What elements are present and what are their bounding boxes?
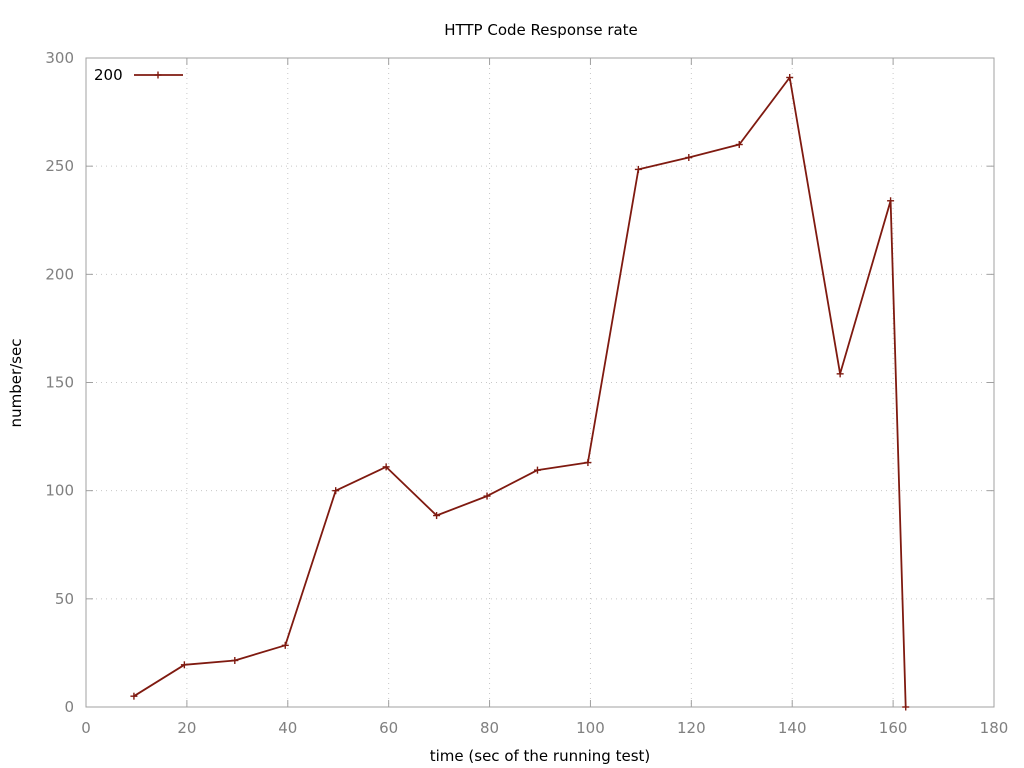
x-tick-label: 60 — [379, 719, 398, 737]
data-point — [634, 165, 642, 173]
data-point — [836, 370, 844, 378]
y-tick-label: 50 — [55, 590, 74, 608]
x-tick-label: 140 — [778, 719, 807, 737]
data-point — [685, 154, 693, 162]
y-tick-label: 250 — [45, 157, 74, 175]
y-tick-label: 150 — [45, 374, 74, 392]
y-axis-label: number/sec — [7, 339, 25, 428]
y-tick-label: 0 — [64, 698, 74, 716]
x-tick-label: 160 — [879, 719, 908, 737]
data-point — [130, 692, 138, 700]
legend: 200 — [94, 66, 183, 84]
y-tick-label: 100 — [45, 482, 74, 500]
series-layer — [130, 73, 910, 711]
data-point — [382, 463, 390, 471]
data-point — [902, 703, 910, 711]
series-line-200 — [133, 76, 907, 708]
data-point — [231, 656, 239, 664]
x-axis-label: time (sec of the running test) — [430, 747, 651, 765]
data-point — [433, 512, 441, 520]
data-point — [483, 492, 491, 500]
data-point — [786, 73, 794, 81]
legend-label: 200 — [94, 66, 123, 84]
chart-title: HTTP Code Response rate — [444, 21, 638, 39]
x-tick-label: 20 — [177, 719, 196, 737]
data-point — [533, 466, 541, 474]
data-point — [735, 141, 743, 149]
grid — [86, 58, 994, 707]
x-tick-label: 0 — [81, 719, 91, 737]
x-tick-label: 40 — [278, 719, 297, 737]
data-point — [332, 487, 340, 495]
x-tick-label: 100 — [576, 719, 605, 737]
data-point — [887, 197, 895, 205]
plot-frame — [85, 57, 995, 708]
data-point — [281, 641, 289, 649]
x-tick-label: 120 — [677, 719, 706, 737]
x-tick-label: 180 — [980, 719, 1009, 737]
data-point — [584, 459, 592, 467]
x-tick-label: 80 — [480, 719, 499, 737]
y-tick-label: 200 — [45, 265, 74, 283]
y-tick-label: 300 — [45, 49, 74, 67]
axis-ticks: 0 20 40 60 80 100 120 140 160 180 0 50 100 150 200 250 3… — [45, 49, 1008, 737]
data-point — [180, 661, 188, 669]
